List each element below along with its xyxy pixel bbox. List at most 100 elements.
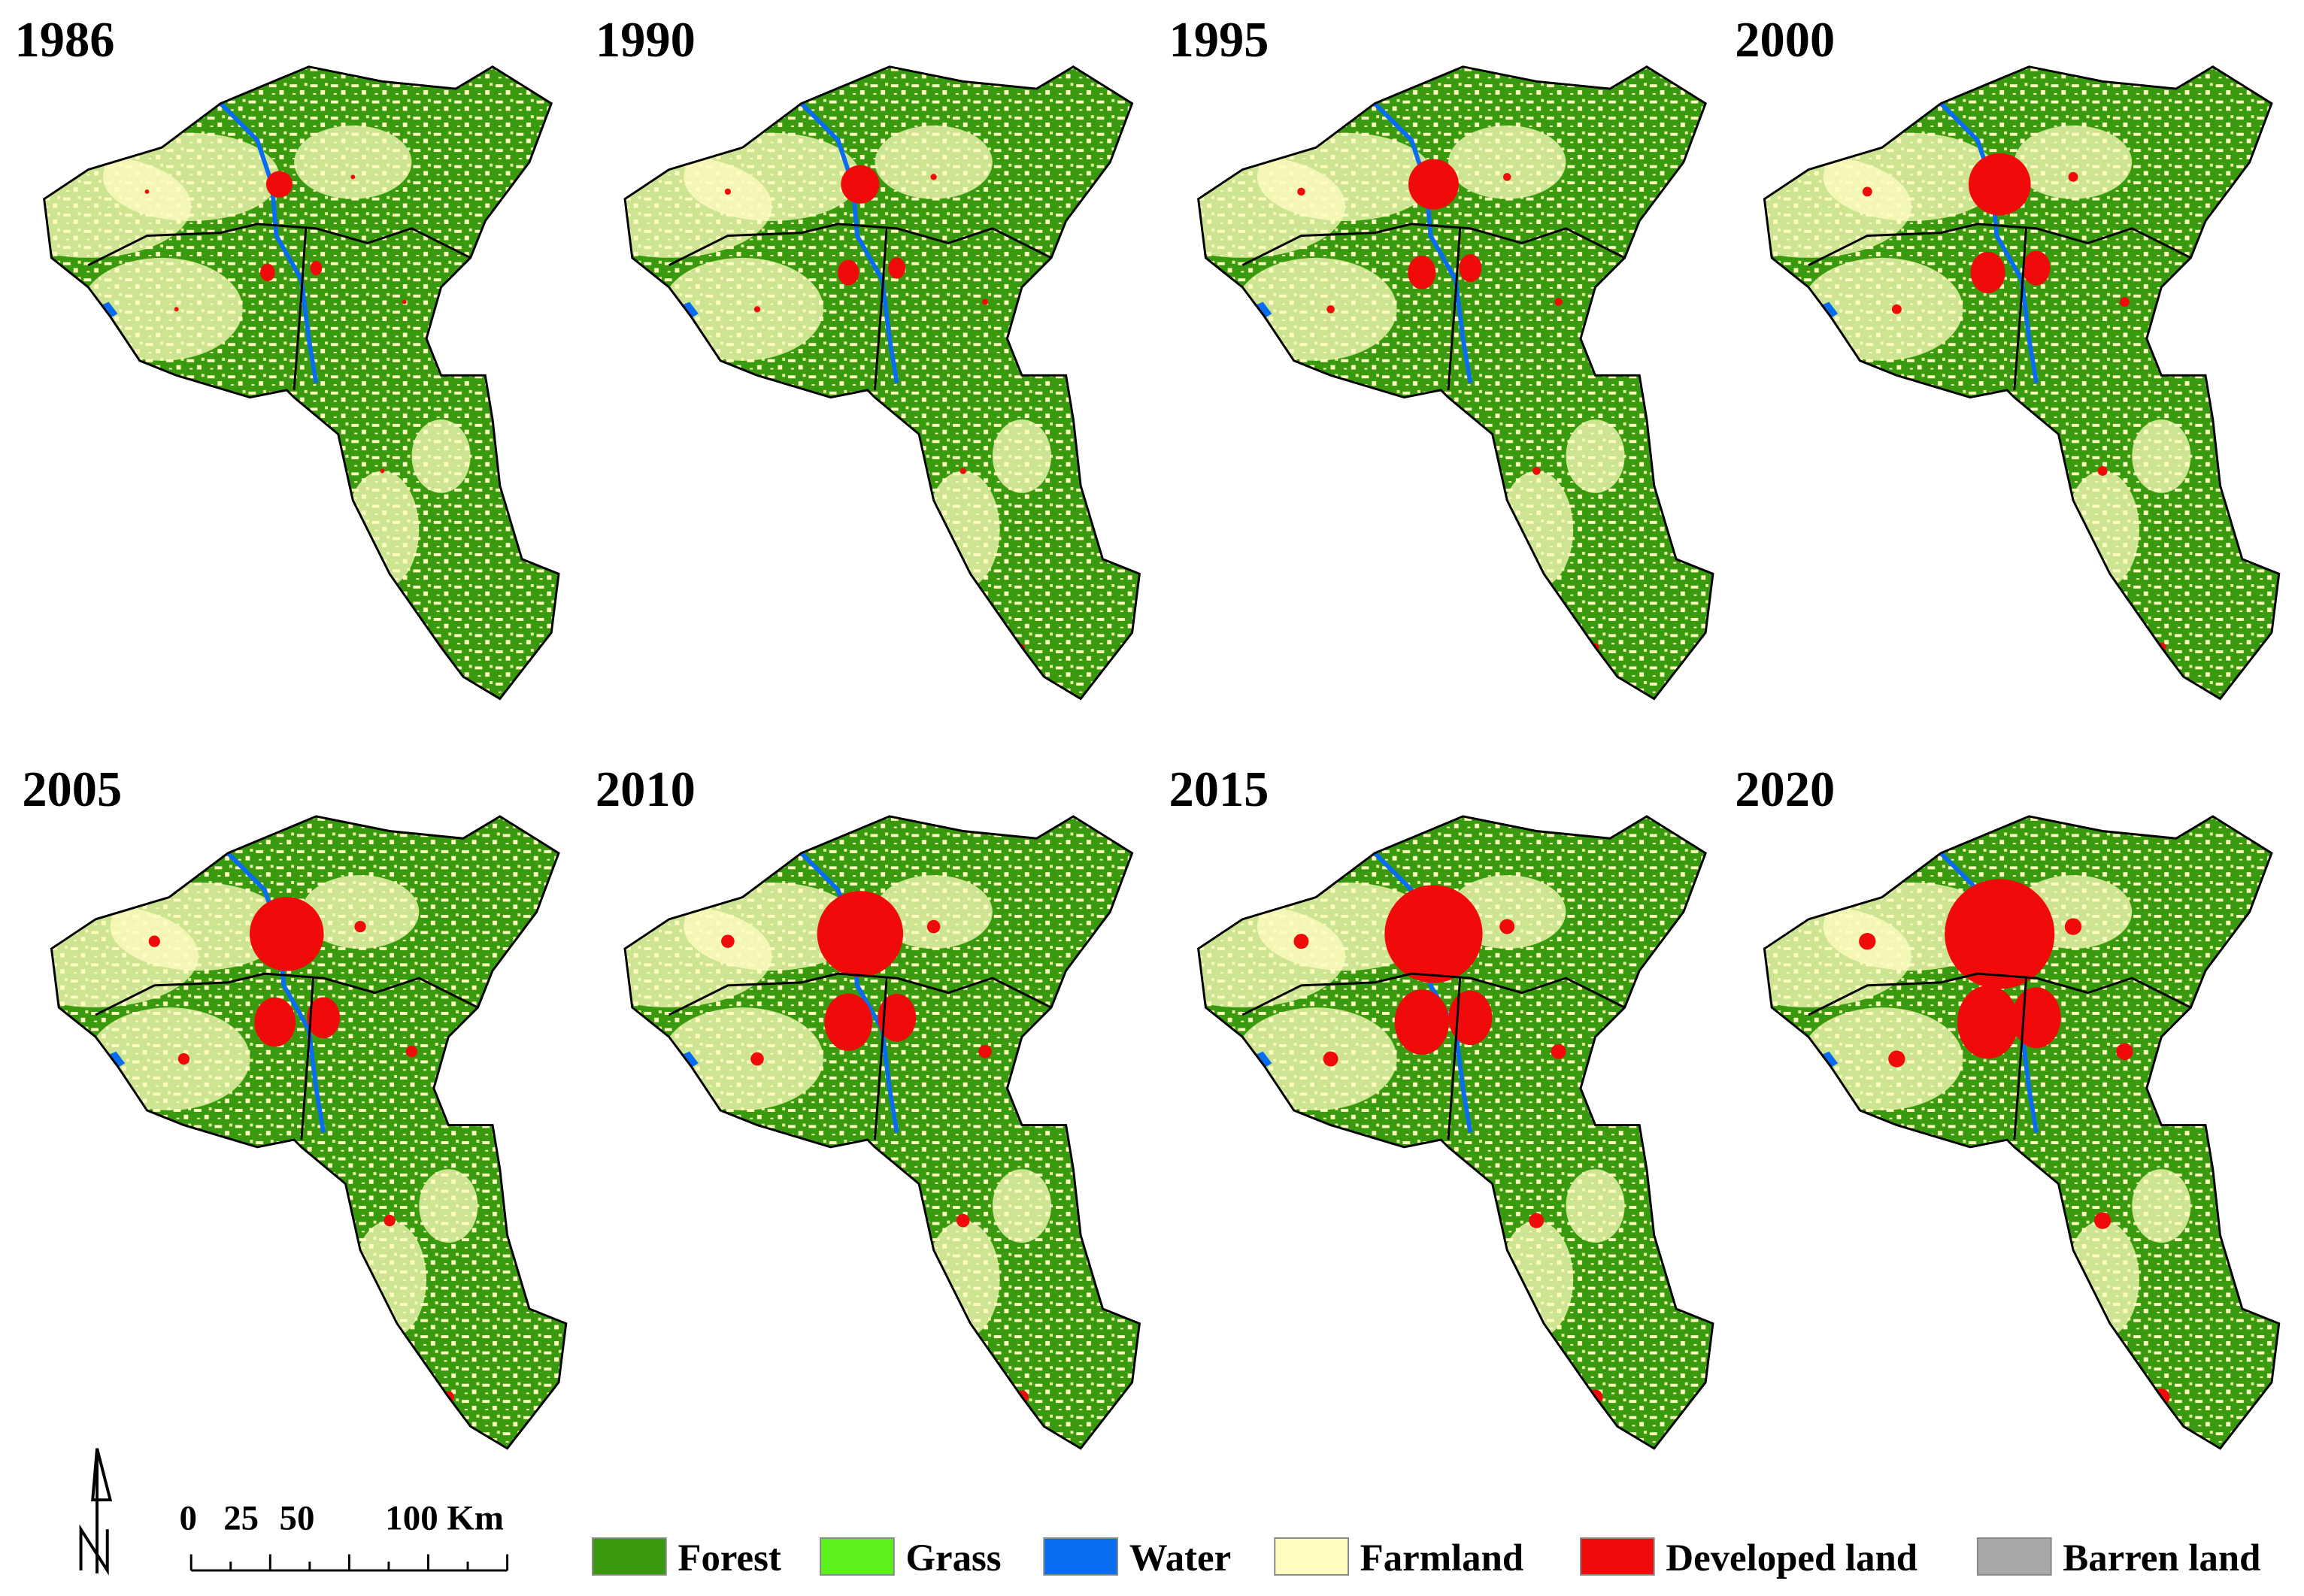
developed-city — [1968, 153, 2031, 216]
region-outline — [1763, 815, 2281, 1450]
developed-spot — [1502, 173, 1511, 181]
farmland-patch — [1823, 132, 2000, 222]
region-outline — [43, 65, 560, 701]
river — [226, 851, 326, 1133]
legend-swatch — [1580, 1537, 1655, 1576]
land-cover — [625, 816, 1140, 1449]
land-cover — [44, 66, 559, 699]
developed-spot — [753, 306, 761, 313]
scale-label: 50 — [280, 1498, 315, 1537]
farmland-patch — [2132, 419, 2191, 493]
farmland-patch — [1566, 419, 1625, 493]
farmland-patch — [2014, 125, 2133, 199]
legend-swatch — [820, 1537, 895, 1576]
district-boundary — [1241, 972, 1626, 1140]
legend-label: Forest — [678, 1537, 781, 1579]
district-boundary — [668, 223, 1052, 391]
land-cover — [51, 816, 566, 1449]
farmland-patch — [301, 875, 420, 949]
scale-bar: 0 25 50 100 Km — [180, 1498, 509, 1572]
developed-spot — [981, 298, 989, 305]
developed-spot — [405, 1046, 418, 1058]
panel-title: 1990 — [596, 13, 696, 68]
farmland-patch — [419, 1169, 478, 1243]
developed-city — [824, 993, 872, 1051]
legend-label: Grass — [905, 1537, 1001, 1579]
region-outline — [623, 65, 1141, 701]
developed-spot — [174, 307, 179, 312]
map-panel: 2005 — [22, 762, 568, 1450]
district-boundary — [1241, 223, 1626, 391]
river — [1373, 101, 1473, 383]
developed-city — [888, 257, 906, 279]
farmland-patch — [345, 471, 420, 589]
developed-spot — [721, 934, 735, 948]
developed-spot — [1529, 1213, 1545, 1228]
map-panel: 2000 — [1735, 13, 2281, 701]
developed-spot — [1862, 186, 1872, 197]
panel-title: 2000 — [1735, 13, 1835, 68]
scale-label: 0 — [180, 1498, 197, 1537]
developed-spot — [930, 174, 937, 180]
farmland-patch — [2066, 1220, 2140, 1339]
river — [1939, 101, 2039, 383]
farmland-patch — [684, 882, 860, 971]
developed-spot — [1323, 1051, 1338, 1067]
developed-spot — [1297, 187, 1305, 196]
farmland-patch — [684, 132, 860, 222]
developed-spot — [750, 1052, 764, 1066]
farmland-patch — [102, 132, 280, 222]
developed-city — [878, 994, 917, 1042]
panel-title: 2005 — [22, 762, 122, 817]
legend-label: Barren land — [2063, 1537, 2260, 1579]
developed-city — [2022, 250, 2051, 286]
scale-label: 25 — [223, 1498, 259, 1537]
developed-city — [1459, 254, 1482, 283]
developed-city — [838, 259, 859, 286]
panel-title: 2015 — [1169, 762, 1269, 817]
land-cover — [1764, 66, 2279, 699]
farmland-patch — [353, 1220, 427, 1339]
region-outline — [1197, 65, 1714, 701]
map-panels: 1986 1990 1995 2000 2005 2010 2015 2020 — [15, 13, 2281, 1450]
developed-city — [1408, 256, 1436, 289]
river — [219, 101, 319, 383]
developed-city — [1448, 990, 1493, 1045]
developed-city — [1957, 985, 2019, 1059]
developed-spot — [724, 188, 731, 195]
farmland-patch — [1499, 1220, 1574, 1339]
farmland-patch — [1257, 132, 1434, 222]
developed-spot — [144, 189, 150, 194]
land-cover — [1198, 66, 1713, 699]
region-outline — [623, 815, 1141, 1450]
land-cover — [1764, 816, 2279, 1449]
map-panel: 2010 — [596, 762, 1141, 1450]
scale-label: 100 Km — [385, 1498, 504, 1537]
developed-spot — [1532, 467, 1541, 475]
farmland-patch — [294, 125, 412, 199]
developed-city — [254, 997, 296, 1047]
farmland-patch — [110, 882, 287, 971]
developed-spot — [2116, 1043, 2133, 1060]
developed-spot — [354, 920, 366, 933]
farmland-patch — [875, 125, 993, 199]
legend-swatch — [1274, 1537, 1350, 1576]
legend-label: Water — [1129, 1537, 1231, 1579]
legend-label: Developed land — [1666, 1537, 1917, 1579]
map-panel: 2015 — [1169, 762, 1714, 1450]
river — [1373, 851, 1473, 1133]
developed-spot — [2119, 297, 2130, 307]
developed-city — [265, 171, 293, 198]
region-outline — [1197, 815, 1714, 1450]
panel-title: 1986 — [15, 13, 115, 68]
developed-city — [307, 997, 341, 1039]
farmland-patch — [875, 875, 993, 949]
developed-spot — [402, 299, 407, 304]
developed-spot — [1326, 305, 1335, 313]
map-panel: 1995 — [1169, 13, 1714, 701]
developed-spot — [2064, 918, 2082, 935]
developed-spot — [2097, 465, 2108, 476]
north-arrow — [79, 1448, 113, 1576]
developed-city — [310, 260, 323, 276]
